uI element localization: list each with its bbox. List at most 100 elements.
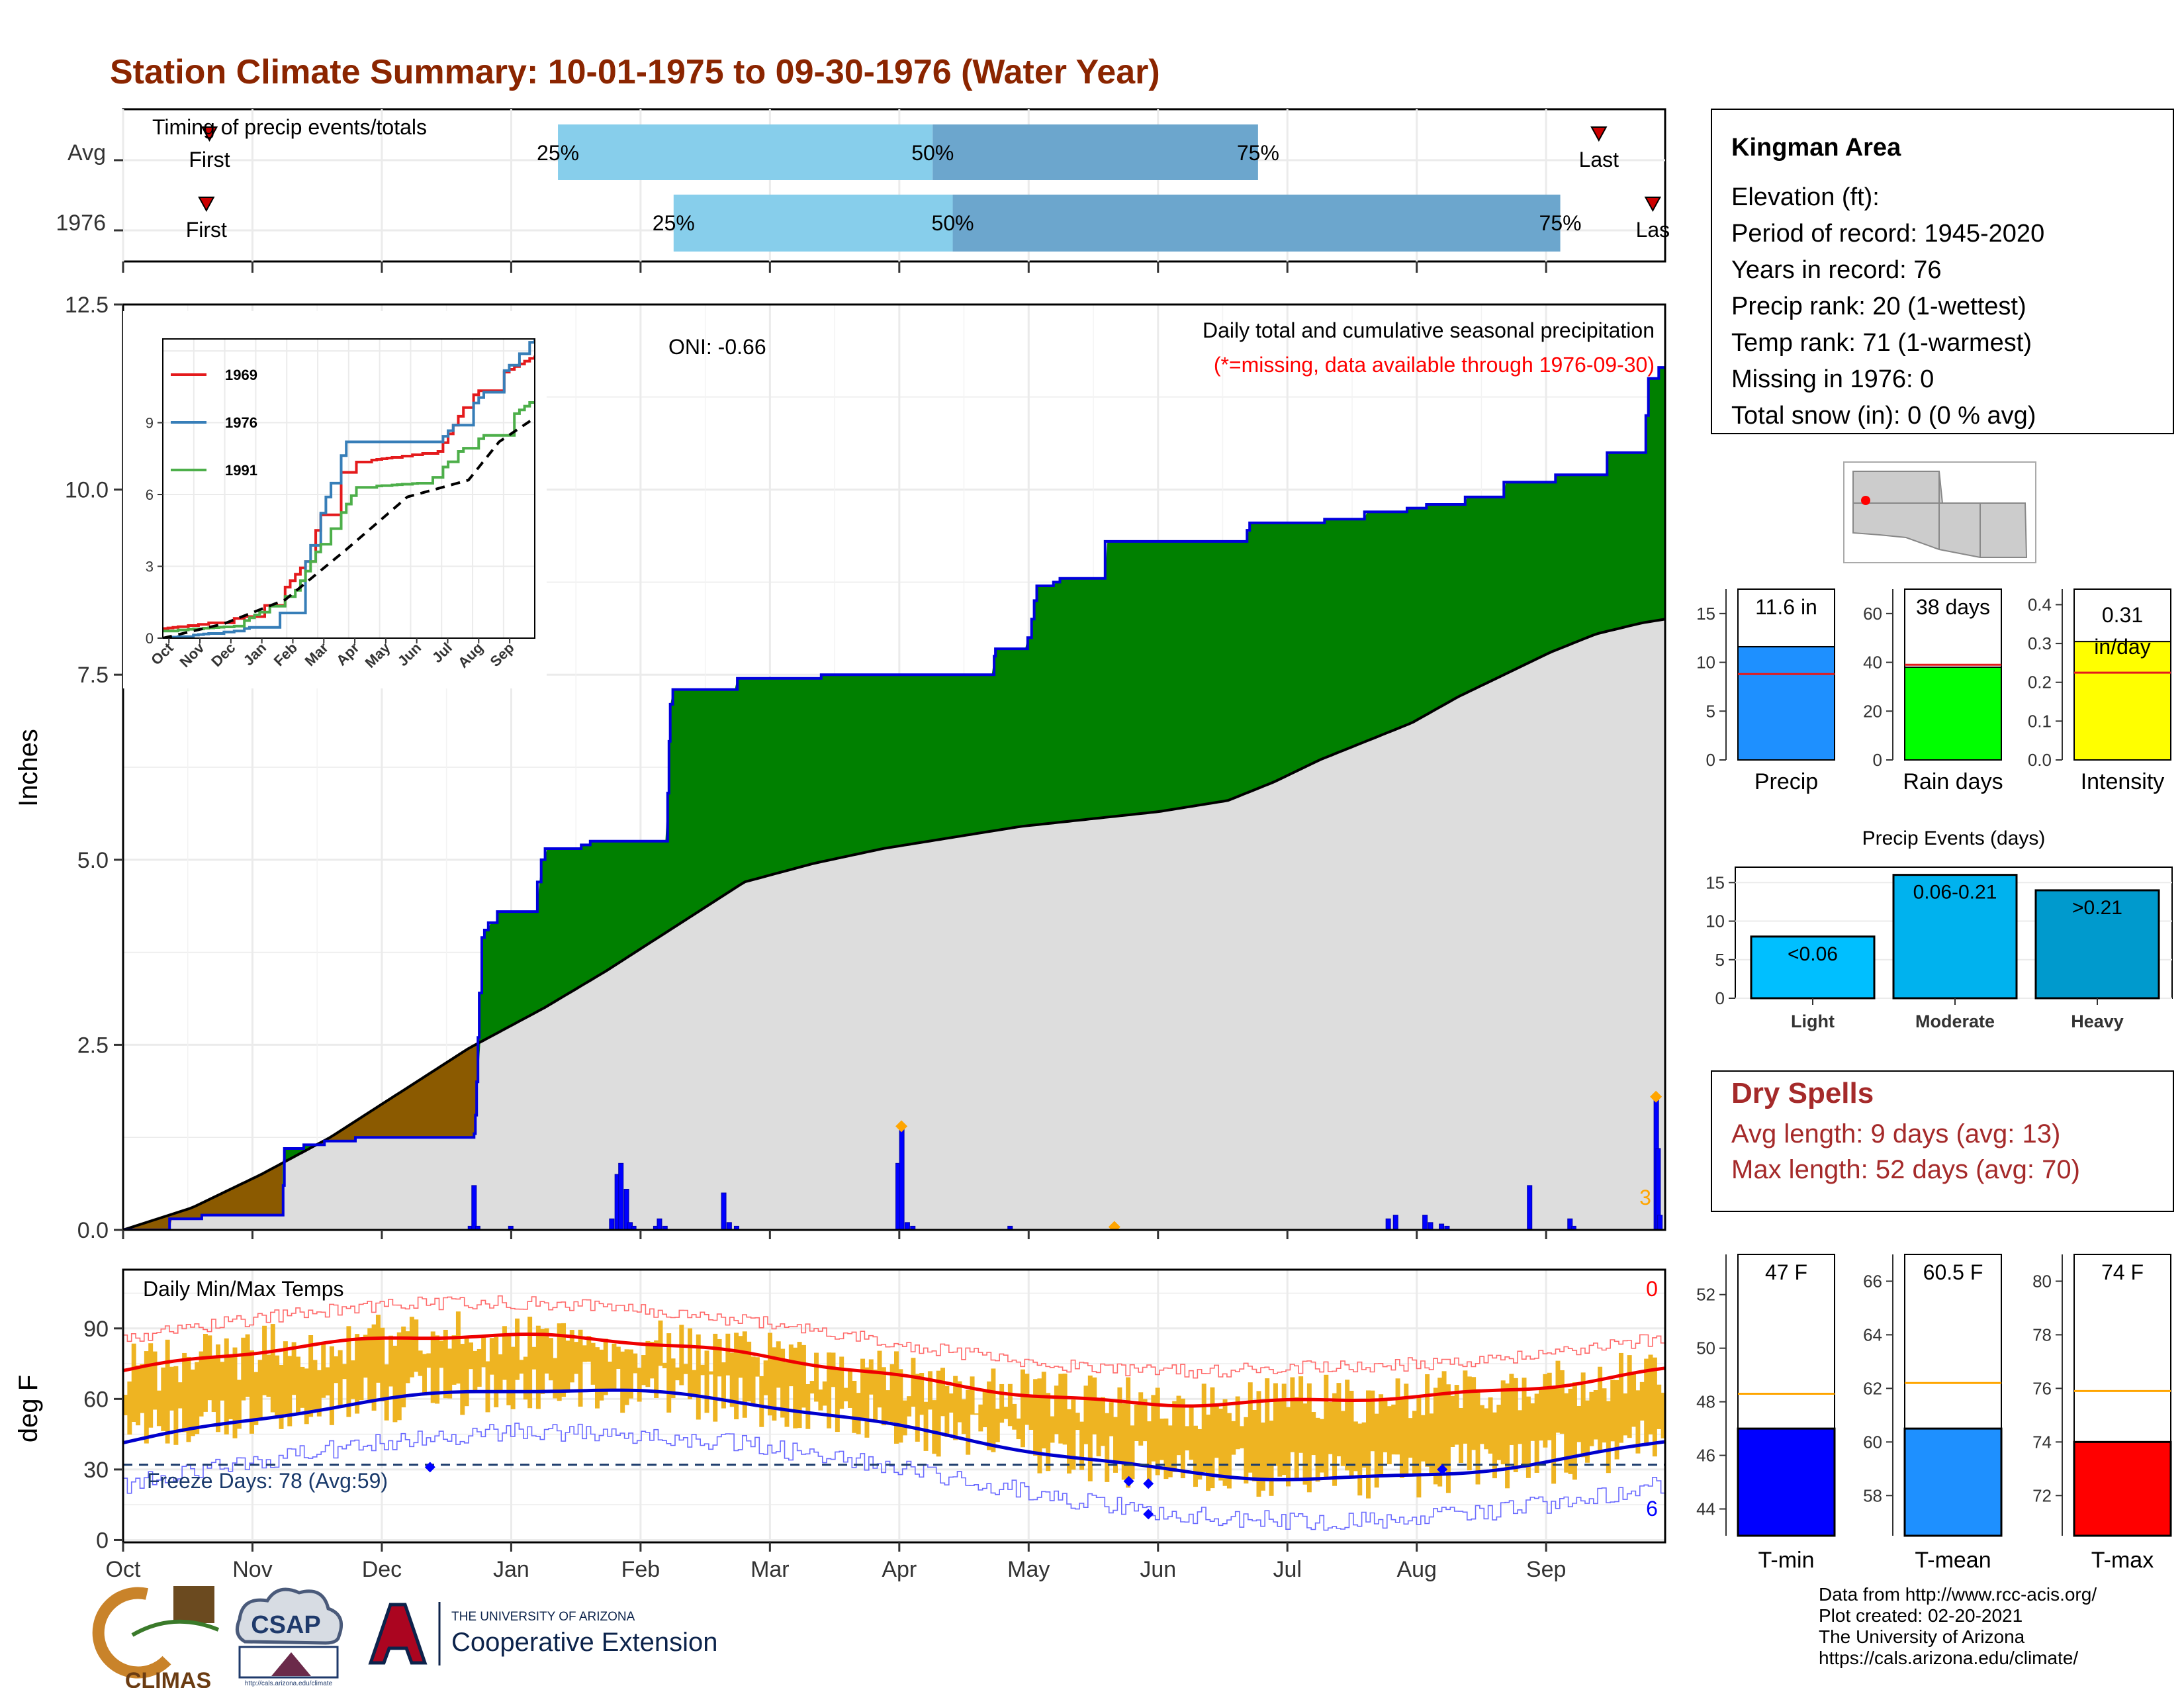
event-bar-label: 0.06-0.21	[1913, 882, 1997, 904]
daily-temp-range-bar	[414, 1319, 419, 1372]
mini-bar-tick-label: 0	[1873, 750, 1882, 770]
station-info-line: Years in record: 76	[1731, 256, 1942, 284]
temp-bar-tick-label: 60	[1863, 1432, 1882, 1452]
daily-temp-range-bar	[932, 1400, 937, 1454]
temp-y-tick-label: 90	[83, 1317, 109, 1342]
month-label: Apr	[882, 1557, 917, 1582]
daily-temp-range-bar	[161, 1367, 166, 1431]
daily-temp-range-bar	[1652, 1357, 1657, 1457]
daily-temp-range-bar	[1336, 1383, 1342, 1456]
daily-temp-range-bar	[772, 1347, 777, 1421]
daily-temp-range-bar	[447, 1348, 453, 1399]
daily-temp-range-bar	[253, 1372, 259, 1425]
inset-y-tick-label: 3	[146, 559, 154, 575]
daily-temp-range-bar	[557, 1323, 562, 1401]
daily-temp-range-bar	[1160, 1419, 1165, 1460]
daily-temp-range-bar	[1012, 1403, 1017, 1430]
count-bottom: 6	[1646, 1497, 1658, 1521]
normal-low-line	[123, 1388, 1665, 1481]
temp-bar-value	[2073, 1440, 2172, 1537]
daily-temp-range-bar	[970, 1376, 975, 1415]
daily-temp-range-bar	[1479, 1405, 1484, 1444]
dry-spells-avg: Avg length: 9 days (avg: 13)	[1731, 1119, 2060, 1149]
credits: Data from http://www.rcc-acis.org/Plot c…	[1819, 1584, 2097, 1668]
daily-temp-range-bar	[152, 1351, 158, 1410]
station-info-line: Elevation (ft):	[1731, 183, 1880, 211]
daily-temp-range-bar	[1522, 1378, 1527, 1468]
month-label: Dec	[362, 1557, 402, 1582]
credit-line: https://cals.arizona.edu/climate/	[1819, 1648, 2078, 1668]
daily-temp-range-bar	[1572, 1382, 1577, 1480]
last-event-label: Las	[1636, 218, 1670, 242]
daily-precip-bar	[726, 1222, 732, 1230]
credit-line: Data from http://www.rcc-acis.org/	[1819, 1584, 2097, 1605]
daily-temp-range-bar	[203, 1334, 208, 1412]
daily-temp-range-bar	[173, 1366, 179, 1445]
event-bar	[1750, 935, 1876, 1000]
daily-temp-range-bar	[392, 1345, 398, 1423]
daily-temp-range-bar	[1370, 1390, 1375, 1452]
daily-temp-range-bar	[375, 1315, 381, 1383]
daily-temp-range-bar	[615, 1346, 621, 1369]
station-info-line: Precip rank: 20 (1-wettest)	[1731, 293, 2026, 320]
daily-temp-range-bar	[523, 1356, 528, 1400]
daily-temp-range-bar	[818, 1389, 823, 1411]
daily-temp-range-bar	[1024, 1374, 1030, 1425]
daily-temp-range-bar	[1505, 1383, 1510, 1489]
daily-temp-range-bar	[751, 1356, 756, 1405]
daily-temp-range-bar	[1324, 1374, 1329, 1479]
dry-spells-max: Max length: 52 days (avg: 70)	[1731, 1155, 2080, 1184]
daily-temp-range-bar	[902, 1400, 907, 1436]
daily-temp-range-bar	[852, 1380, 857, 1433]
daily-precip-bar	[899, 1125, 905, 1230]
daily-temp-range-bar	[569, 1330, 574, 1383]
ua-extension: Cooperative Extension	[451, 1628, 717, 1657]
timing-label: Timing of precip events/totals	[152, 115, 427, 139]
daily-temp-range-bar	[1471, 1377, 1477, 1450]
temp-bar-name: T-max	[2091, 1548, 2154, 1573]
daily-temp-range-bar	[1281, 1383, 1287, 1476]
daily-temp-range-bar	[1201, 1383, 1206, 1472]
daily-temp-range-bar	[1387, 1406, 1392, 1464]
credit-line: Plot created: 02-20-2021	[1819, 1605, 2023, 1626]
month-label: Nov	[232, 1557, 272, 1582]
daily-temp-range-bar	[603, 1338, 608, 1395]
daily-temp-range-bar	[1007, 1383, 1013, 1427]
daily-temp-range-bar	[396, 1332, 402, 1421]
daily-temp-range-bar	[177, 1382, 183, 1409]
last-event-marker	[1644, 197, 1662, 212]
daily-temp-range-bar	[991, 1368, 996, 1452]
daily-temp-range-bar	[510, 1346, 516, 1409]
daily-temp-range-bar	[1319, 1419, 1324, 1473]
daily-temp-range-bar	[156, 1390, 161, 1427]
temp-y-tick-label: 0	[96, 1528, 109, 1553]
daily-temp-range-bar	[455, 1311, 461, 1384]
record-low-marker	[1143, 1478, 1154, 1489]
daily-temp-range-bar	[923, 1401, 929, 1451]
first-event-label: First	[186, 218, 227, 242]
daily-temp-range-bar	[355, 1334, 360, 1414]
daily-temp-range-bar	[498, 1354, 503, 1393]
daily-temp-range-bar	[1206, 1415, 1211, 1491]
daily-temp-range-bar	[1416, 1397, 1422, 1498]
month-label: Oct	[106, 1557, 141, 1582]
daily-temp-range-bar	[1067, 1409, 1071, 1474]
timing-bar-lower	[558, 124, 933, 180]
daily-temp-range-bar	[1564, 1393, 1569, 1473]
daily-temp-range-bar	[1273, 1383, 1278, 1466]
month-label: Jan	[493, 1557, 529, 1582]
daily-precip-bar	[1439, 1223, 1445, 1230]
temp-bar-tick-label: 76	[2032, 1378, 2052, 1398]
daily-temp-range-bar	[1092, 1377, 1097, 1434]
daily-temp-range-bar	[1492, 1412, 1497, 1479]
daily-precip-bar	[1422, 1215, 1428, 1230]
mini-bar-name: Rain days	[1903, 769, 2003, 794]
first-event-marker	[198, 197, 215, 212]
daily-temp-range-bar	[1614, 1380, 1619, 1460]
first-event-label: First	[189, 148, 230, 171]
daily-temp-range-bar	[481, 1335, 486, 1368]
daily-temp-range-bar	[1576, 1405, 1582, 1442]
daily-temp-range-bar	[1580, 1372, 1586, 1458]
station-info-box: Kingman Area Elevation (ft): Period of re…	[1711, 109, 2174, 434]
oni-value: ONI: -0.66	[668, 335, 766, 359]
